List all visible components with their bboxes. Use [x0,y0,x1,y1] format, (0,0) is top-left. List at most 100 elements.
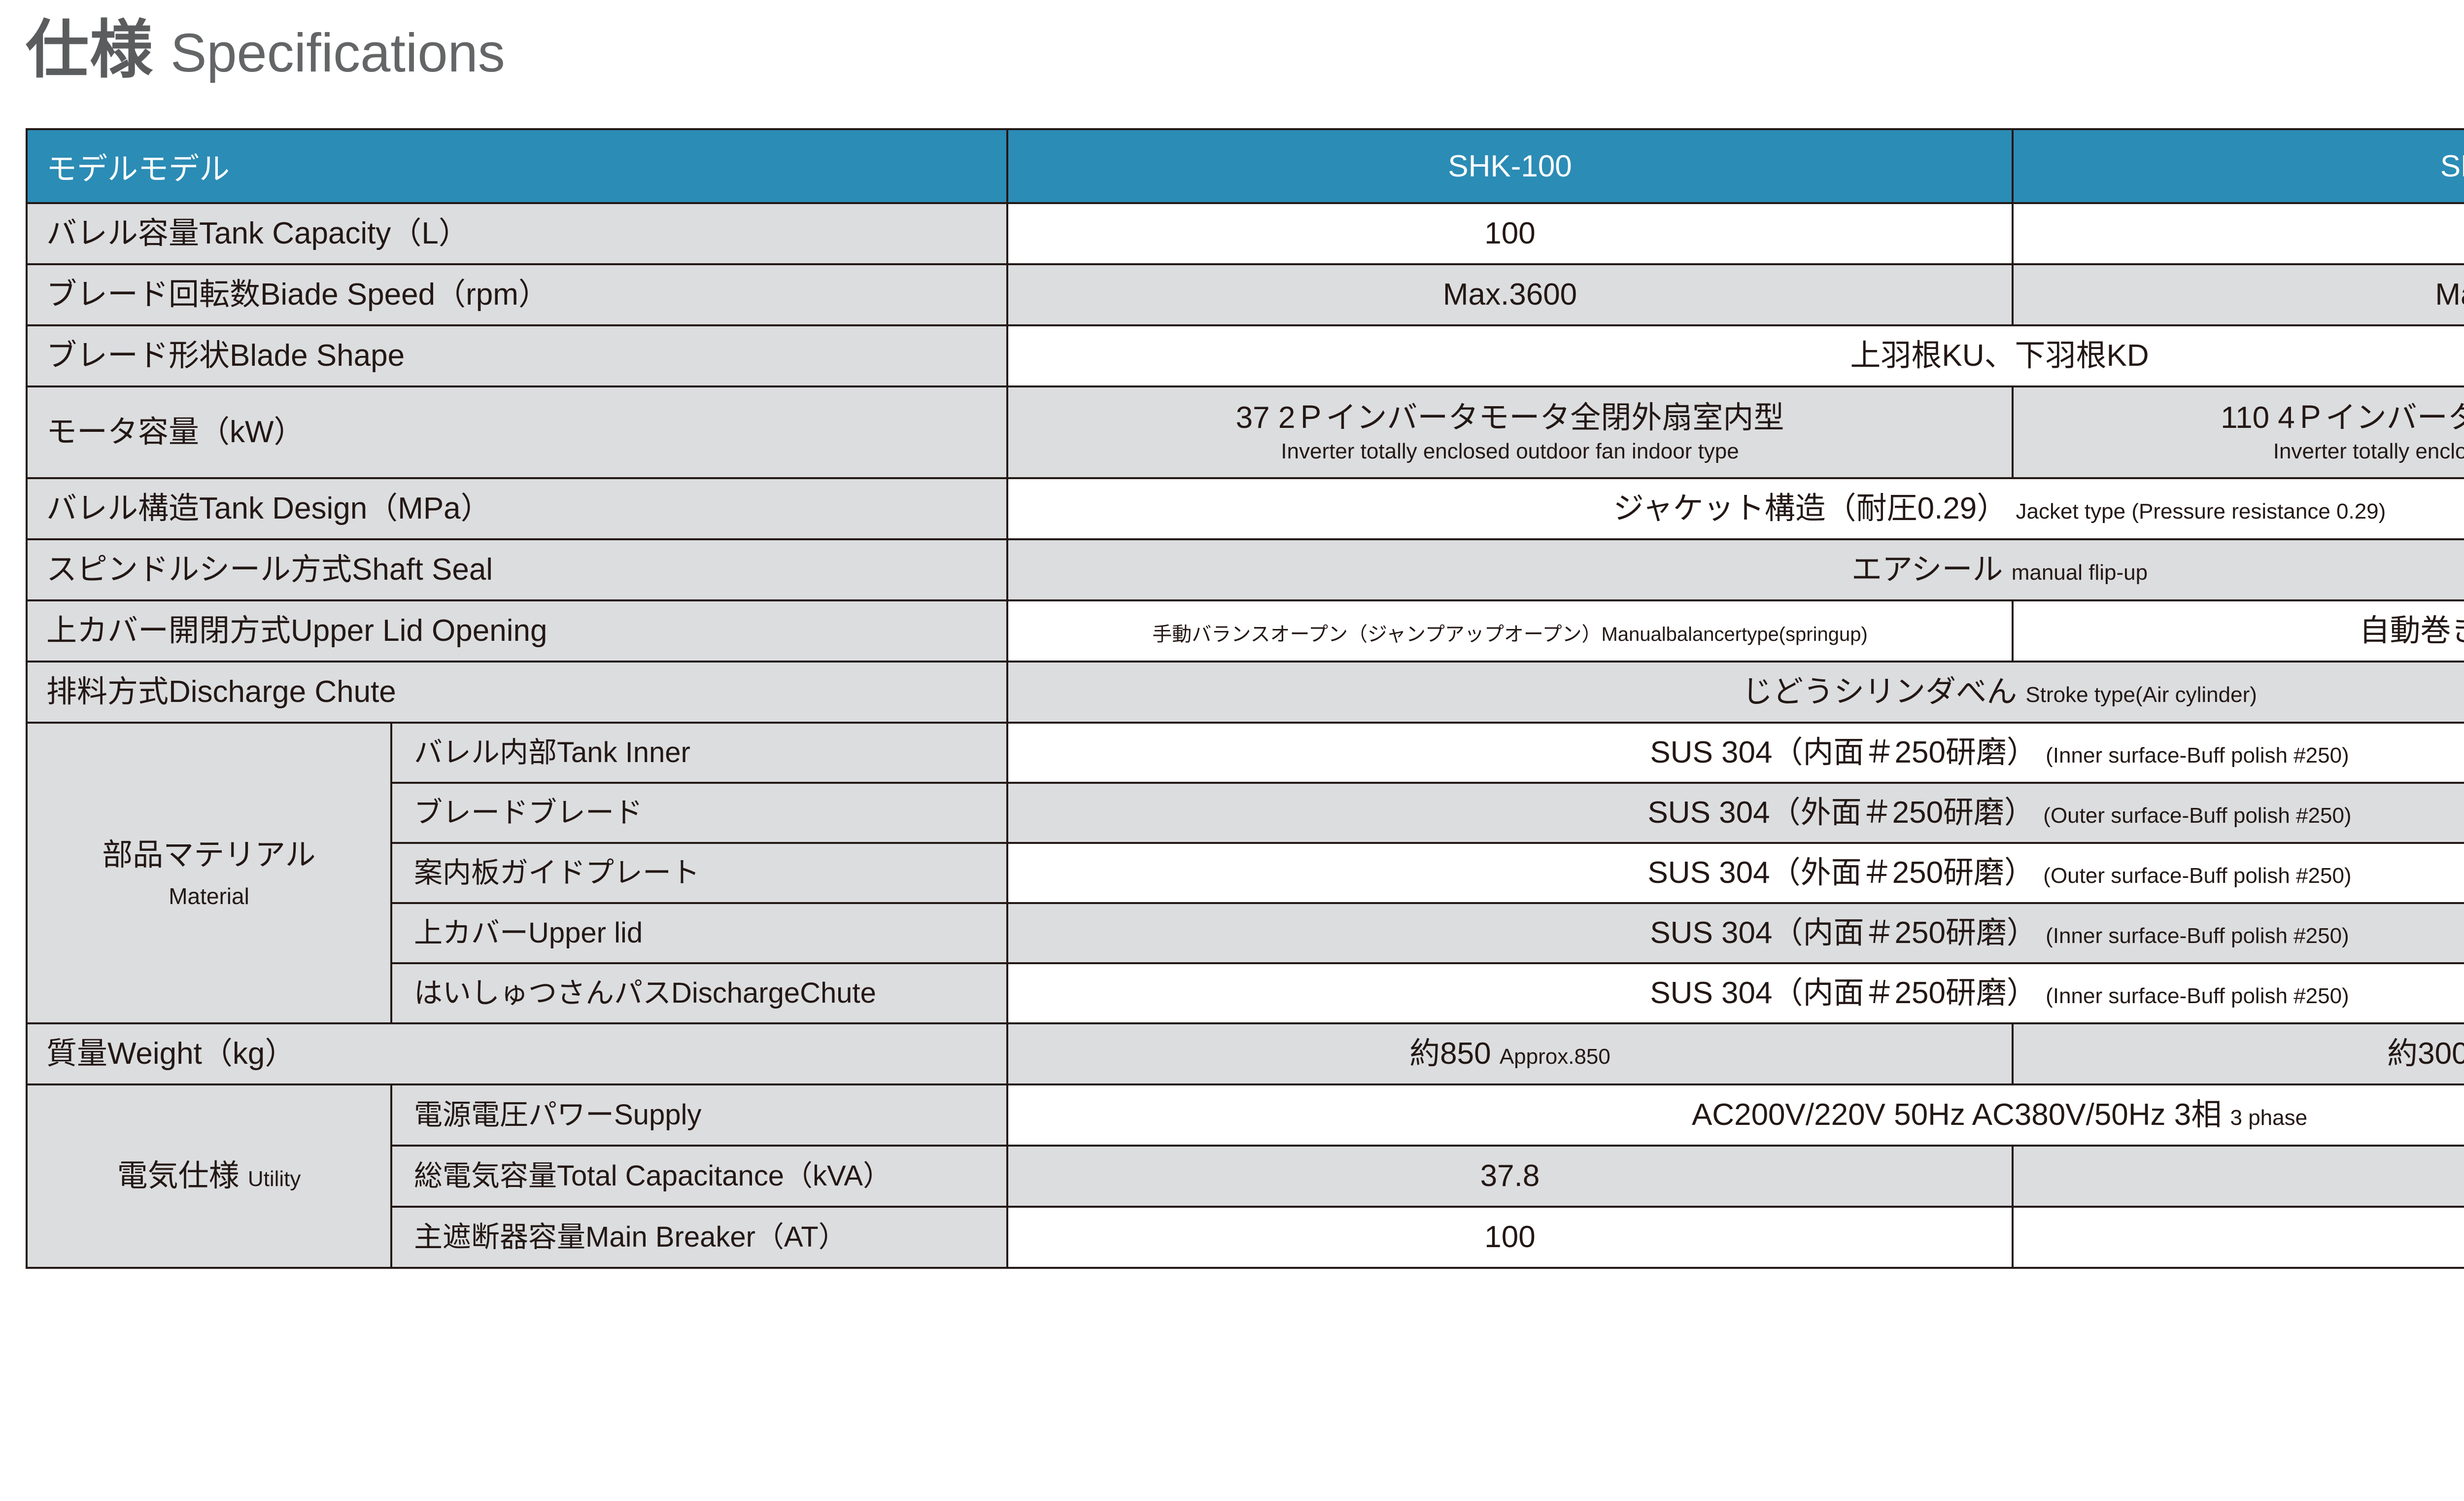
value-power-supply-jp: AC200V/220V 50Hz AC380V/50Hz 3相 [1691,1097,2222,1132]
sublabel-guide-plate: 案内板ガイドプレート [390,842,1009,904]
value-material-tank-inner-jp: SUS 304（内面＃250研磨） [1650,735,2037,769]
value-total-capacitance-shk100: 37.8 [1006,1145,2014,1208]
specifications-table: モデルモデル SHK-100 SHK-300 バレル容量Tank Capacit… [25,128,2464,1269]
table-row-blade-speed: ブレード回転数Biade Speed（rpm） Max.3600 Max.240… [25,263,2464,326]
value-material-guide-plate: SUS 304（外面＃250研磨） (Outer surface-Buff po… [1006,842,2464,904]
value-tank-capacity-shk100: 100 [1006,202,2014,265]
value-blade-speed-shk300: Max.2400 [2012,263,2464,326]
header-label-model: モデルモデル [25,128,1009,204]
sublabel-blade: ブレードブレード [390,782,1009,844]
header-model-shk300: SHK-300 [2012,128,2464,204]
row-label-shaft-seal: スピンドルシール方式Shaft Seal [25,538,1009,601]
value-upper-lid-shk100-text: 手動バランスオープン（ジャンプアップオープン）Manualbalancertyp… [1152,623,1868,645]
table-row-blade-shape: ブレード形状Blade Shape 上羽根KU、下羽根KD [25,324,2464,387]
table-row-total-capacitance: 総電気容量Total Capacitance（kVA） 37.8 111 [27,1145,2464,1208]
value-shaft-seal-en: manual flip-up [2011,560,2148,585]
value-tank-design-jp: ジャケット構造（耐圧0.29） [1613,491,2008,525]
row-label-blade-speed: ブレード回転数Biade Speed（rpm） [25,263,1009,326]
value-discharge-chute-jp: じどうシリンダべん [1742,674,2018,709]
group-label-utility-en: Utility [247,1167,301,1191]
sublabel-discharge-chute: はいしゅつさんパスDischargeChute [390,962,1009,1024]
value-material-upper-lid: SUS 304（内面＃250研磨） (Inner surface-Buff po… [1006,902,2464,964]
table-row-material-guide-plate: 案内板ガイドプレート SUS 304（外面＃250研磨） (Outer surf… [27,842,2464,904]
value-tank-design-both: ジャケット構造（耐圧0.29） Jacket type (Pressure re… [1006,477,2464,540]
table-row-tank-capacity: バレル容量Tank Capacity（L） 100 300 [25,202,2464,265]
value-material-discharge-chute-en: (Inner surface-Buff polish #250) [2046,983,2349,1008]
group-label-utility: 電気仕様 Utility [26,1083,392,1269]
group-label-material: 部品マテリアル Material [26,722,392,1024]
value-main-breaker-shk300: 250 [2012,1206,2464,1269]
row-label-upper-lid-opening: 上カバー開閉方式Upper Lid Opening [25,599,1009,663]
value-weight-shk300: 約3000 Approx.3000 [2012,1022,2464,1085]
value-blade-shape-both: 上羽根KU、下羽根KD [1006,324,2464,387]
row-label-motor-capacity: モータ容量（kW） [25,385,1009,479]
group-label-utility-jp: 電気仕様 [117,1159,240,1193]
value-material-discharge-chute: SUS 304（内面＃250研磨） (Inner surface-Buff po… [1006,962,2464,1024]
value-material-tank-inner-en: (Inner surface-Buff polish #250) [2046,743,2349,768]
row-label-discharge-chute: 排料方式Discharge Chute [25,661,1009,724]
table-header-row: モデルモデル SHK-100 SHK-300 [25,128,2464,204]
table-row-main-breaker: 主遮断器容量Main Breaker（AT） 100 250 [27,1206,2464,1269]
group-label-material-jp: 部品マテリアル [102,838,316,873]
value-material-discharge-chute-jp: SUS 304（内面＃250研磨） [1650,976,2037,1010]
value-upper-lid-shk300: 自動巻き上げ Flip-up lid [2012,599,2464,663]
table-row-tank-design: バレル構造Tank Design（MPa） ジャケット構造（耐圧0.29） Ja… [25,477,2464,540]
value-discharge-chute-en: Stroke type(Air cylinder) [2025,682,2257,707]
value-total-capacitance-shk300: 111 [2012,1145,2464,1208]
value-upper-lid-shk100: 手動バランスオープン（ジャンプアップオープン）Manualbalancertyp… [1006,599,2014,663]
value-motor-capacity-shk100-jp: 37 2Ｐインバータモータ全閉外扇室内型 [1235,401,1784,435]
page-title-en: Specifications [171,23,505,83]
group-label-material-en: Material [169,883,249,909]
value-upper-lid-shk300-jp: 自動巻き上げ [2359,613,2464,648]
value-material-guide-plate-en: (Outer surface-Buff polish #250) [2043,863,2352,888]
value-motor-capacity-shk300-jp: 110 4Ｐインバータモータ全閉外扇室内型 [2221,401,2464,435]
page-title-jp: 仕様 [26,15,154,85]
value-material-blade-en: (Outer surface-Buff polish #250) [2043,803,2352,828]
value-shaft-seal-jp: エアシール [1851,552,2003,587]
spec-table-wrapper: モデルモデル SHK-100 SHK-300 バレル容量Tank Capacit… [0,128,2464,1269]
table-row-material-discharge-chute: はいしゅつさんパスDischargeChute SUS 304（内面＃250研磨… [27,962,2464,1024]
table-row-motor-capacity: モータ容量（kW） 37 2Ｐインバータモータ全閉外扇室内型 Inverter … [25,385,2464,479]
value-weight-shk100-en: Approx.850 [1499,1044,1610,1069]
sublabel-upper-lid: 上カバーUpper lid [390,902,1009,964]
table-row-shaft-seal: スピンドルシール方式Shaft Seal エアシール manual flip-u… [25,538,2464,601]
value-power-supply: AC200V/220V 50Hz AC380V/50Hz 3相 3 phase [1006,1083,2464,1147]
value-shaft-seal-both: エアシール manual flip-up [1006,538,2464,601]
value-main-breaker-shk100: 100 [1006,1206,2014,1269]
value-tank-capacity-shk300: 300 [2012,202,2464,265]
table-row-weight: 質量Weight（kg） 約850 Approx.850 約3000 Appro… [25,1022,2464,1085]
value-material-upper-lid-en: (Inner surface-Buff polish #250) [2046,923,2349,948]
row-label-tank-design: バレル構造Tank Design（MPa） [25,477,1009,540]
value-blade-speed-shk100: Max.3600 [1006,263,2014,326]
value-material-guide-plate-jp: SUS 304（外面＃250研磨） [1647,855,2035,890]
row-label-weight: 質量Weight（kg） [25,1022,1009,1085]
value-weight-shk100: 約850 Approx.850 [1006,1022,2014,1085]
page-title: 仕様 Specifications [0,0,2464,128]
sublabel-power-supply: 電源電圧パワーSupply [390,1083,1009,1147]
table-row-upper-lid-opening: 上カバー開閉方式Upper Lid Opening 手動バランスオープン（ジャン… [25,599,2464,663]
table-row-material-upper-lid: 上カバーUpper lid SUS 304（内面＃250研磨） (Inner s… [27,902,2464,964]
value-material-tank-inner: SUS 304（内面＃250研磨） (Inner surface-Buff po… [1006,722,2464,784]
row-label-tank-capacity: バレル容量Tank Capacity（L） [25,202,1009,265]
value-weight-shk300-jp: 約3000 [2387,1036,2464,1071]
value-material-blade-jp: SUS 304（外面＃250研磨） [1647,795,2035,830]
value-material-upper-lid-jp: SUS 304（内面＃250研磨） [1650,915,2037,950]
header-model-shk100: SHK-100 [1006,128,2014,204]
sublabel-main-breaker: 主遮断器容量Main Breaker（AT） [390,1206,1009,1269]
table-row-material-blade: ブレードブレード SUS 304（外面＃250研磨） (Outer surfac… [27,782,2464,844]
row-label-blade-shape: ブレード形状Blade Shape [25,324,1009,387]
value-discharge-chute-both: じどうシリンダべん Stroke type(Air cylinder) [1006,661,2464,724]
value-motor-capacity-shk300-en: Inverter totally enclosed outdoor fan in… [2273,439,2464,463]
table-row-power-supply: 電気仕様 Utility 電源電圧パワーSupply AC200V/220V 5… [26,1083,2464,1269]
table-row-discharge-chute: 排料方式Discharge Chute じどうシリンダべん Stroke typ… [25,661,2464,724]
value-tank-design-en: Jacket type (Pressure resistance 0.29) [2016,499,2386,524]
sublabel-total-capacitance: 総電気容量Total Capacitance（kVA） [390,1145,1009,1208]
value-motor-capacity-shk100-en: Inverter totally enclosed outdoor fan in… [1281,439,1739,463]
value-power-supply-en: 3 phase [2230,1105,2308,1130]
value-motor-capacity-shk100: 37 2Ｐインバータモータ全閉外扇室内型 Inverter totally en… [1006,385,2014,479]
table-row-material-tank-inner: 部品マテリアル Material バレル内部Tank Inner SUS 304… [26,722,2464,1024]
value-weight-shk100-jp: 約850 [1409,1036,1491,1071]
value-motor-capacity-shk300: 110 4Ｐインバータモータ全閉外扇室内型 Inverter totally e… [2012,385,2464,479]
sublabel-tank-inner: バレル内部Tank Inner [390,722,1009,784]
value-material-blade: SUS 304（外面＃250研磨） (Outer surface-Buff po… [1006,782,2464,844]
